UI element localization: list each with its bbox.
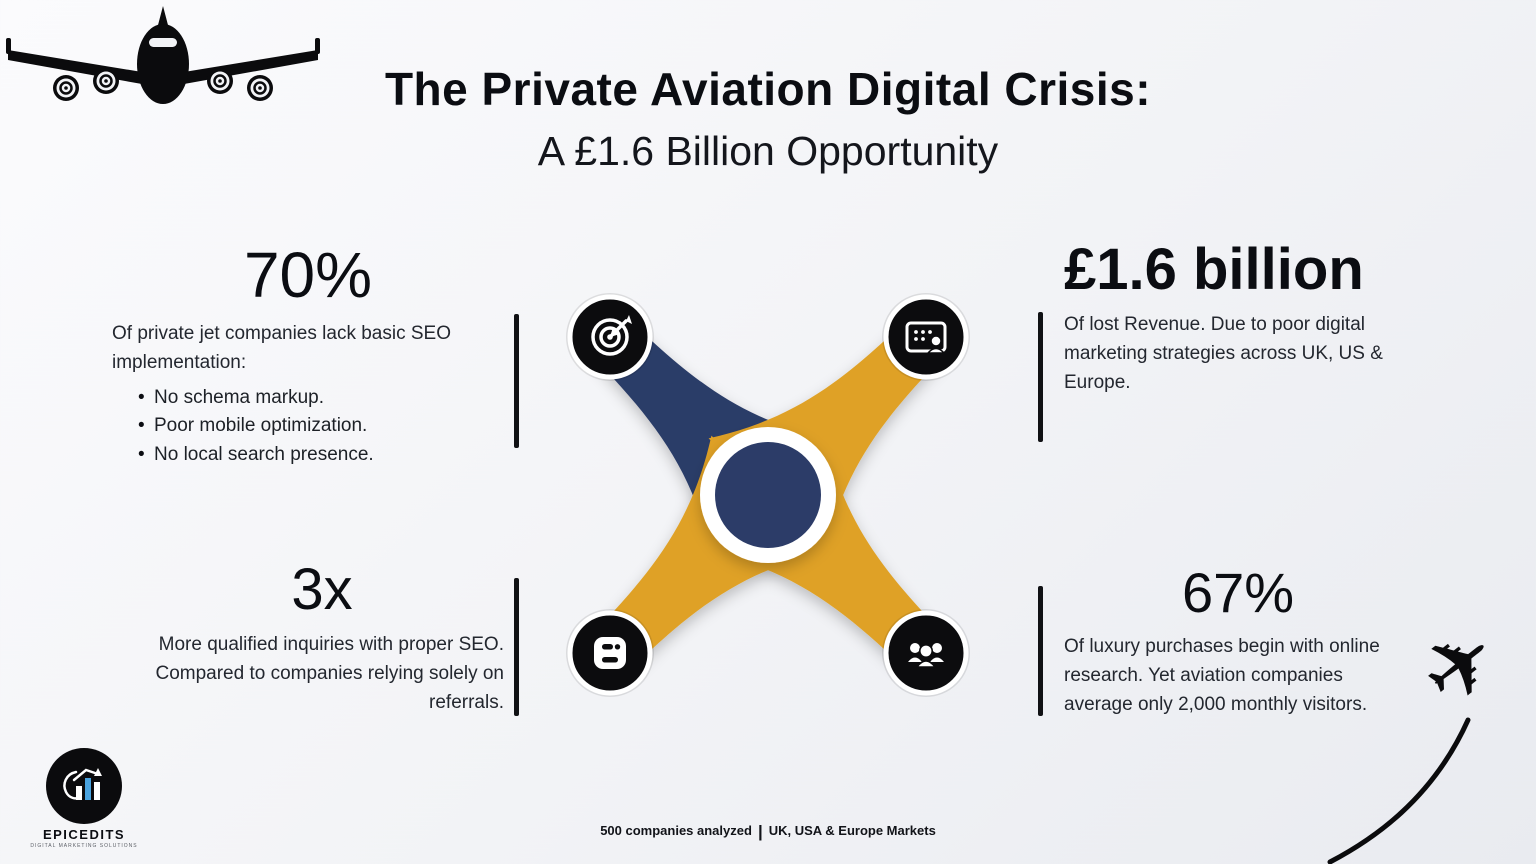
stat-description: Of lost Revenue. Due to poor digital mar… bbox=[1064, 314, 1383, 393]
flight-trail bbox=[1327, 717, 1471, 864]
airplane-takeoff-illustration: ✈ bbox=[1320, 600, 1536, 864]
airplane-takeoff-svg: ✈ bbox=[1327, 605, 1519, 864]
stat-seo-gap: 70% Of private jet companies lack basic … bbox=[112, 238, 504, 469]
stat-value: £1.6 billion bbox=[1064, 237, 1364, 302]
target-icon bbox=[566, 293, 654, 381]
id-card-icon bbox=[882, 293, 970, 381]
stat-value: 67% bbox=[1181, 561, 1295, 624]
team-icon bbox=[882, 609, 970, 697]
airplane-front-svg bbox=[6, 6, 320, 104]
airplane-side-silhouette: ✈ bbox=[1401, 605, 1519, 728]
footer-right: UK, USA & Europe Markets bbox=[768, 823, 936, 838]
divider-line bbox=[1038, 312, 1043, 442]
page-title: The Private Aviation Digital Crisis: A £… bbox=[0, 62, 1536, 175]
logo-chart-icon bbox=[63, 768, 102, 800]
title-line-1: The Private Aviation Digital Crisis: bbox=[384, 63, 1152, 115]
title-line-2: A £1.6 Billion Opportunity bbox=[537, 128, 999, 174]
central-x-diagram bbox=[508, 235, 1028, 755]
divider-line bbox=[1038, 586, 1043, 716]
footer-source-line: 500 companies analyzed | UK, USA & Europe … bbox=[0, 822, 1536, 842]
bullet-item: No schema markup. bbox=[138, 384, 504, 413]
logo-name: EPICEDITS bbox=[42, 827, 126, 842]
stat-value: 70% bbox=[243, 239, 373, 311]
x-diagram-svg bbox=[566, 293, 970, 697]
divider-line bbox=[514, 314, 519, 448]
center-circle bbox=[715, 442, 821, 548]
stat-qualified-inquiries: 3x More qualified inquiries with proper … bbox=[140, 556, 504, 718]
svg-text:✈: ✈ bbox=[1401, 605, 1519, 728]
blogger-icon bbox=[566, 609, 654, 697]
stat-value: 3x bbox=[291, 557, 353, 622]
divider-line bbox=[514, 578, 519, 716]
engines bbox=[53, 68, 273, 101]
stat-description: Of private jet companies lack basic SEO … bbox=[112, 323, 451, 373]
airplane-front-illustration bbox=[2, 2, 324, 125]
stat-description: Of luxury purchases begin with online re… bbox=[1064, 636, 1380, 715]
footer-divider: | bbox=[757, 822, 763, 841]
bullet-item: No local search presence. bbox=[138, 441, 504, 470]
logo-tagline: DIGITAL MARKETING SOLUTIONS bbox=[30, 843, 138, 849]
stat-online-research: 67% Of luxury purchases begin with onlin… bbox=[1064, 560, 1412, 720]
center-hub bbox=[700, 427, 836, 563]
stat-description: More qualified inquiries with proper SEO… bbox=[155, 634, 504, 713]
bullet-item: Poor mobile optimization. bbox=[138, 412, 504, 441]
logo-mark bbox=[46, 748, 122, 824]
stat-bullet-list: No schema markup. Poor mobile optimizati… bbox=[112, 384, 504, 470]
epicedits-logo: EPICEDITS DIGITAL MARKETING SOLUTIONS bbox=[24, 748, 144, 849]
footer-left: 500 companies analyzed bbox=[600, 823, 752, 838]
stat-lost-revenue: £1.6 billion Of lost Revenue. Due to poo… bbox=[1064, 236, 1416, 398]
